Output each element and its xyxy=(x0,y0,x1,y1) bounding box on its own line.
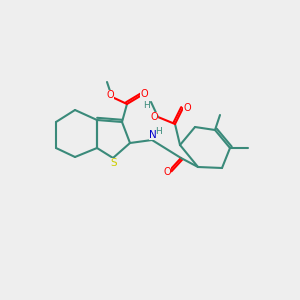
Text: S: S xyxy=(111,158,117,168)
Text: O: O xyxy=(163,167,171,177)
Text: O: O xyxy=(106,90,114,100)
Text: O: O xyxy=(140,89,148,99)
Text: H: H xyxy=(156,127,162,136)
Text: N: N xyxy=(149,130,157,140)
Text: O: O xyxy=(183,103,191,113)
Text: H: H xyxy=(144,100,150,109)
Text: O: O xyxy=(150,112,158,122)
